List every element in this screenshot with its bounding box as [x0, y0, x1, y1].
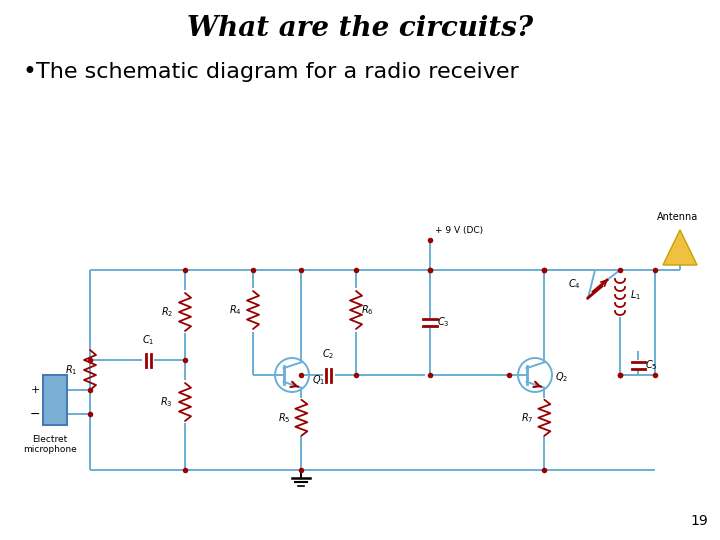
Text: What are the circuits?: What are the circuits?	[187, 15, 533, 42]
Text: $C_5$: $C_5$	[645, 358, 657, 372]
Text: $R_7$: $R_7$	[521, 411, 534, 424]
Text: Electret: Electret	[32, 435, 68, 444]
Text: 19: 19	[690, 514, 708, 528]
Text: •: •	[22, 60, 36, 84]
Text: $C_3$: $C_3$	[437, 315, 449, 329]
Text: microphone: microphone	[23, 445, 77, 454]
Text: $L_1$: $L_1$	[630, 288, 641, 302]
Text: $Q_1$: $Q_1$	[312, 373, 325, 387]
Text: The schematic diagram for a radio receiver: The schematic diagram for a radio receiv…	[36, 62, 518, 82]
Text: $R_1$: $R_1$	[65, 363, 77, 377]
Text: $Q_2$: $Q_2$	[555, 370, 568, 384]
Text: $R_2$: $R_2$	[161, 305, 173, 319]
Text: +: +	[31, 385, 40, 395]
Text: $R_3$: $R_3$	[161, 395, 173, 409]
Text: Antenna: Antenna	[657, 212, 698, 222]
FancyBboxPatch shape	[43, 375, 67, 425]
Text: $C_1$: $C_1$	[142, 333, 154, 347]
Text: $C_2$: $C_2$	[323, 347, 335, 361]
Text: $R_6$: $R_6$	[361, 303, 374, 317]
Text: $C_4$: $C_4$	[568, 277, 581, 291]
Polygon shape	[663, 230, 697, 265]
Text: $R_4$: $R_4$	[229, 303, 242, 317]
Text: + 9 V (DC): + 9 V (DC)	[435, 226, 483, 235]
Text: $R_5$: $R_5$	[278, 411, 290, 424]
Text: −: −	[30, 408, 40, 421]
